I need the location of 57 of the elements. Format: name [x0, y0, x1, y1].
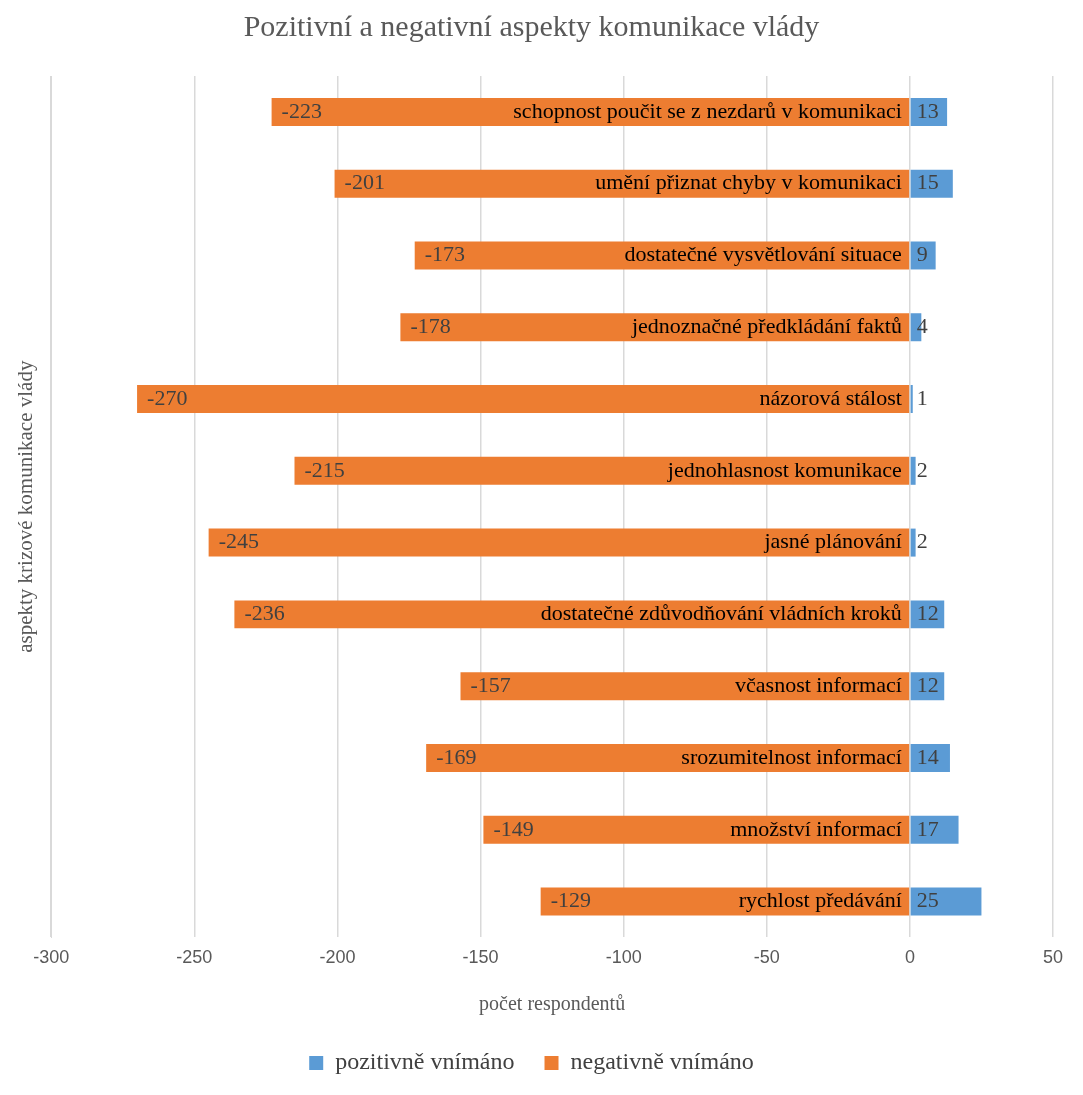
bar	[910, 385, 913, 414]
data-label: 1	[916, 384, 928, 410]
y-tick-label: srozumitelnost informací	[681, 743, 902, 769]
y-tick-label: jednoznačné předkládání faktů	[630, 313, 902, 339]
x-tick-label: -250	[176, 947, 213, 968]
data-label: -178	[410, 313, 451, 339]
data-label: -169	[436, 743, 477, 769]
y-tick-label: jasné plánování	[763, 528, 902, 554]
y-tick-label: schopnost poučit se z nezdarů v komunikaci	[513, 97, 902, 123]
data-label: -245	[218, 528, 259, 554]
data-label: -173	[424, 241, 466, 267]
bar	[910, 456, 916, 485]
y-tick-label: umění přiznat chyby v komunikaci	[595, 169, 902, 195]
y-tick-label: názorová stálost	[759, 384, 902, 410]
x-tick-label: -150	[462, 947, 499, 968]
bar	[910, 528, 916, 557]
x-tick-label: 50	[1042, 947, 1064, 968]
bar	[137, 385, 910, 414]
data-label: 12	[916, 600, 939, 626]
bar	[208, 528, 910, 557]
bar	[910, 887, 982, 916]
data-label: 12	[916, 671, 939, 697]
y-tick-label: dostatečné zdůvodňování vládních kroků	[540, 600, 902, 626]
legend-label: negativně vnímáno	[570, 1048, 754, 1075]
legend-label: pozitivně vnímáno	[335, 1048, 515, 1075]
chart-title: Pozitivní a negativní aspekty komunikace vlády	[243, 8, 820, 42]
data-label: -215	[304, 456, 345, 482]
y-tick-label: dostatečné vysvětlování situace	[624, 241, 902, 267]
x-tick-label: -300	[33, 947, 70, 968]
data-label: 2	[916, 456, 928, 482]
data-label: -149	[493, 815, 534, 841]
data-label: 14	[916, 743, 939, 769]
y-axis-title: aspekty krizové komunikace vlády	[13, 360, 38, 653]
data-label: -223	[281, 97, 322, 123]
bar	[460, 672, 910, 701]
y-tick-label: množství informací	[730, 815, 902, 841]
y-tick-label: včasnost informací	[735, 671, 902, 697]
y-tick-label: jednohlasnost komunikace	[666, 456, 902, 482]
data-label: -236	[244, 600, 285, 626]
data-label: -129	[550, 887, 591, 913]
x-tick-label: -200	[319, 947, 356, 968]
x-axis-title: počet respondentů	[479, 992, 626, 1016]
data-label: -157	[470, 671, 511, 697]
data-label: 9	[916, 241, 928, 267]
data-label: 17	[916, 815, 939, 841]
x-tick-label: -50	[753, 947, 780, 968]
data-label: -201	[344, 169, 385, 195]
bar	[910, 815, 959, 844]
bar	[294, 456, 910, 485]
data-label: 2	[916, 528, 928, 554]
x-tick-label: 0	[904, 947, 915, 968]
data-label: 25	[916, 887, 939, 913]
data-label: 13	[916, 97, 939, 123]
data-label: 15	[916, 169, 939, 195]
x-tick-label: -100	[605, 947, 642, 968]
data-label: -270	[147, 384, 188, 410]
y-tick-label: rychlost předávání	[738, 887, 902, 913]
